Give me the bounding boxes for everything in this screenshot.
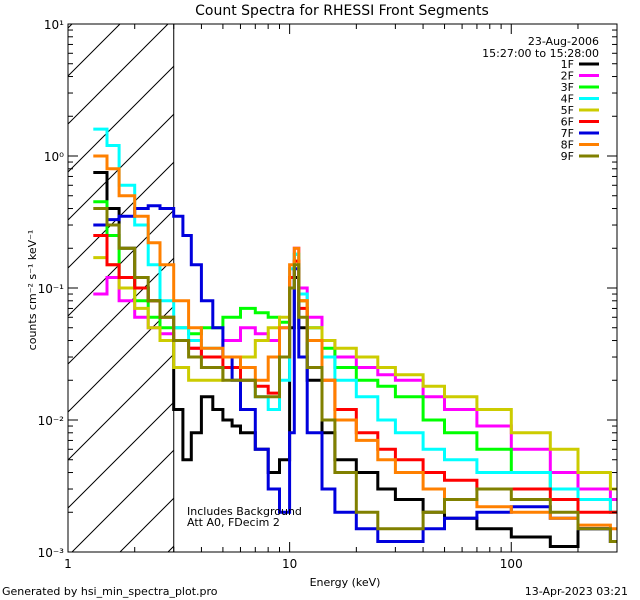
footer-generated-by: Generated by hsi_min_spectra_plot.pro: [2, 585, 218, 598]
legend-label-2F: 2F: [561, 70, 574, 83]
x-axis-label: Energy (keV): [310, 576, 381, 589]
series-lines: [93, 127, 617, 548]
y-axis-label: counts cm⁻² s⁻¹ keV⁻¹: [26, 230, 39, 351]
annotation-background: Includes Background: [187, 505, 302, 518]
y-tick-label: 10⁰: [44, 150, 64, 164]
legend-label-7F: 7F: [561, 127, 574, 140]
x-tick-label: 100: [500, 557, 523, 571]
series-9F: [93, 207, 617, 543]
y-tick-label: 10⁻²: [38, 414, 65, 428]
legend-label-6F: 6F: [561, 116, 574, 129]
legend-label-9F: 9F: [561, 150, 574, 163]
legend-label-3F: 3F: [561, 81, 574, 94]
series-7F: [93, 204, 617, 543]
legend-label-4F: 4F: [561, 93, 574, 106]
y-axis-ticks: 10¹ 10⁰ 10⁻¹ 10⁻² 10⁻³: [38, 18, 617, 560]
legend-date: 23-Aug-2006: [528, 35, 599, 48]
chart-title: Count Spectra for RHESSI Front Segments: [195, 3, 489, 19]
x-tick-label: 10: [282, 557, 297, 571]
x-tick-label: 1: [64, 557, 72, 571]
legend-label-1F: 1F: [561, 58, 574, 71]
x-axis-ticks: 1 10 100: [64, 24, 618, 571]
legend-label-5F: 5F: [561, 104, 574, 117]
legend-label-8F: 8F: [561, 139, 574, 152]
annotation-attenuator: Att A0, FDecim 2: [187, 516, 280, 529]
y-tick-label: 10¹: [44, 18, 64, 32]
legend-time-range: 15:27:00 to 15:28:00: [482, 47, 599, 60]
y-tick-label: 10⁻¹: [38, 282, 65, 296]
footer-timestamp: 13-Apr-2023 03:21: [525, 585, 628, 598]
y-tick-label: 10⁻³: [38, 546, 65, 560]
